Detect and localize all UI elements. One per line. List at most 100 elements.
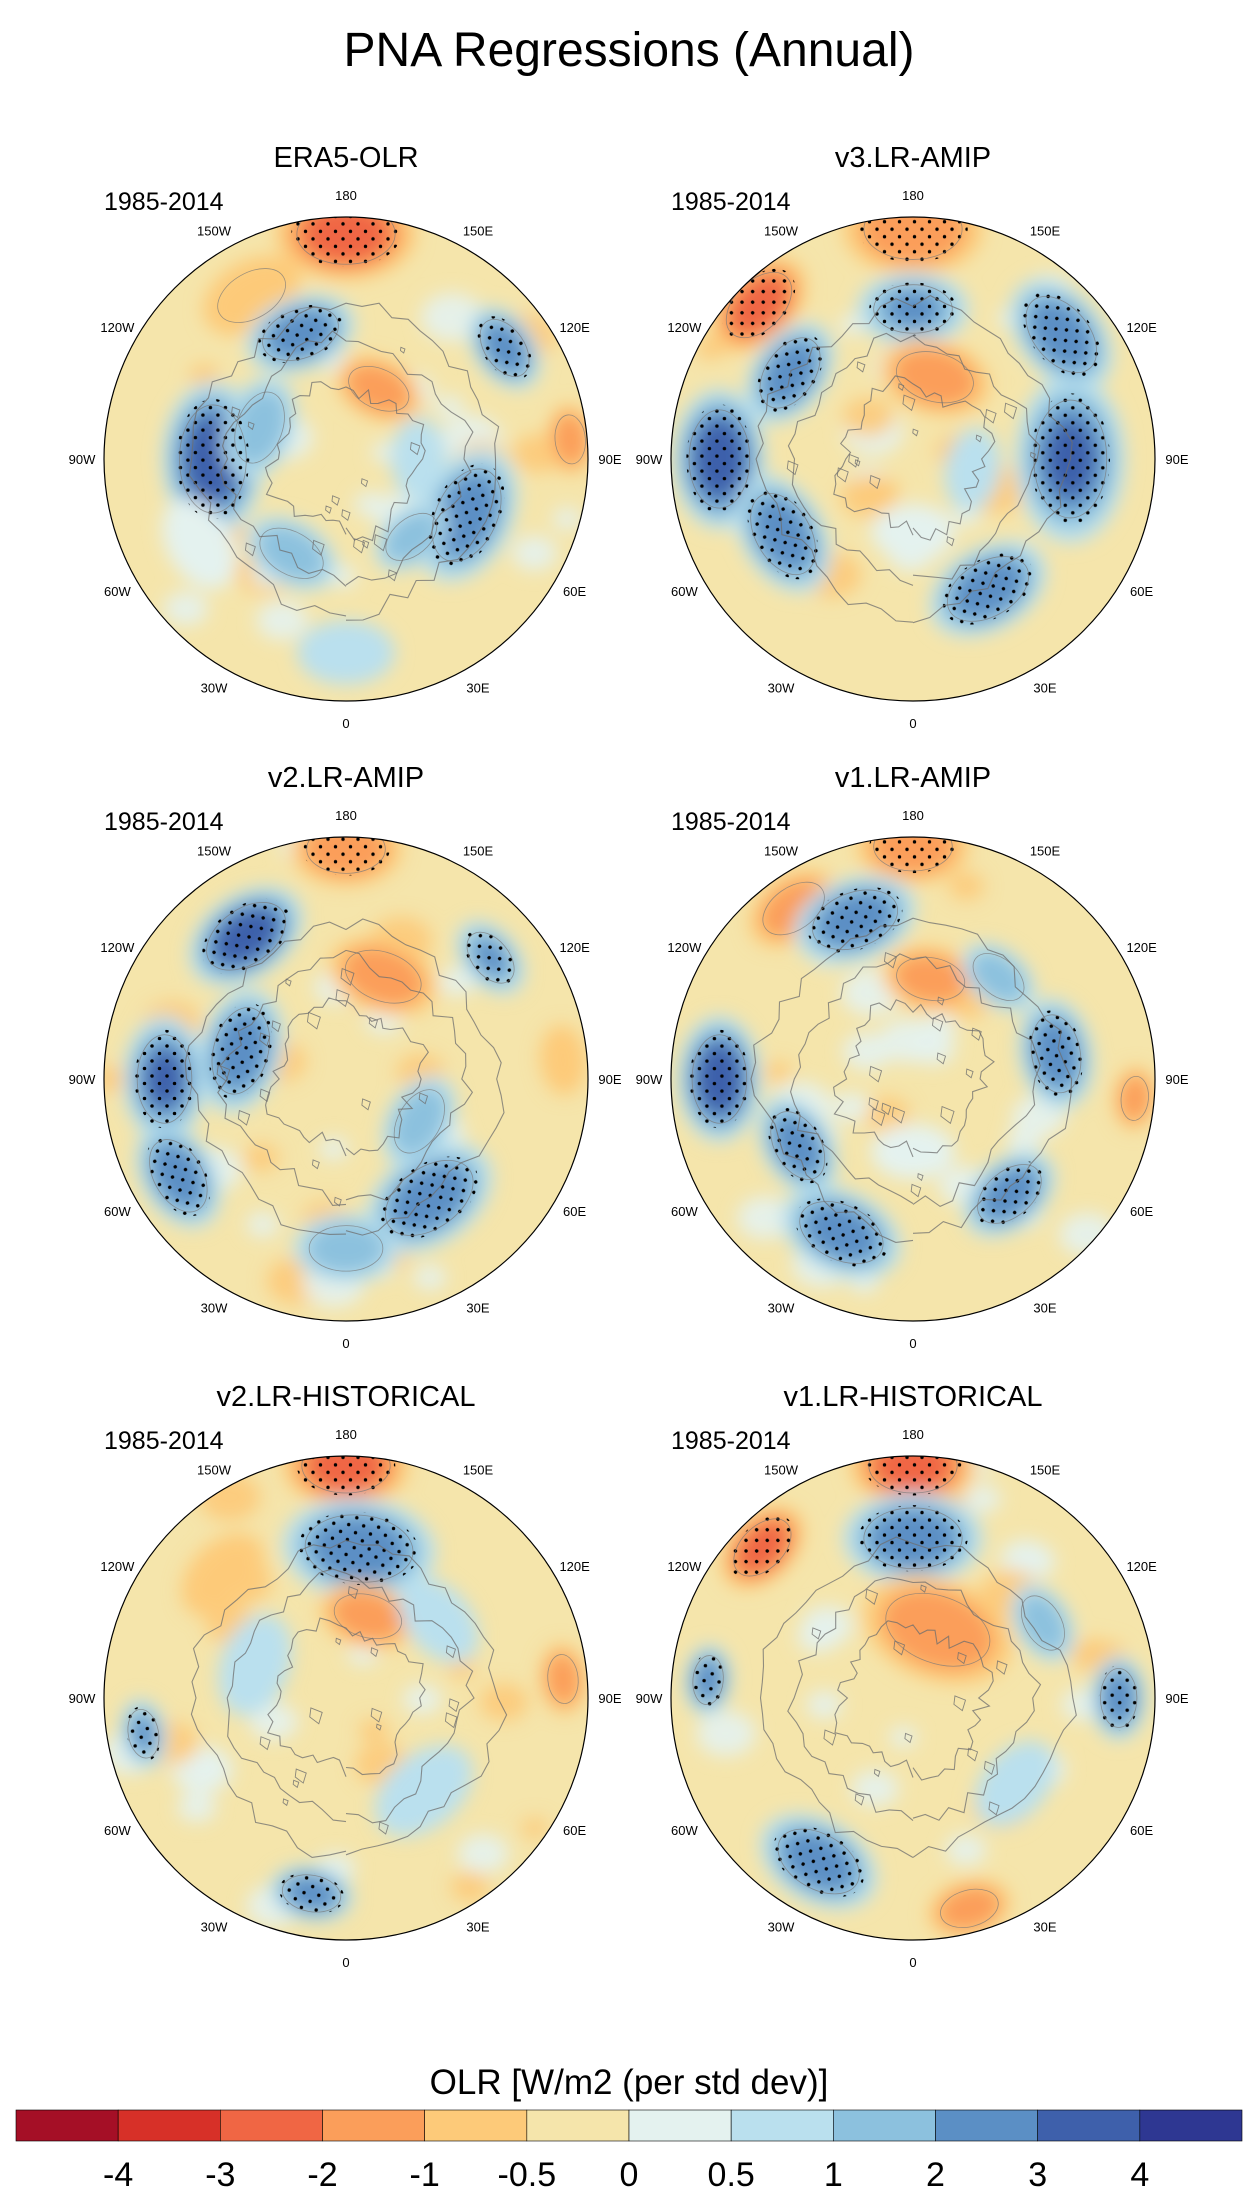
longitude-label: 180 [335,1427,357,1442]
longitude-label: 120E [559,1559,590,1574]
island-outline [334,1196,342,1207]
longitude-label: 90E [1165,1072,1188,1087]
contour [554,414,586,465]
anomaly-blob [413,1593,464,1648]
panel-period: 1985-2014 [104,1427,224,1455]
colorbar-tick-label: -0.5 [498,2156,557,2194]
island-outline [445,1645,457,1659]
field-speckle [198,1473,261,1521]
longitude-label: 90E [1165,1691,1188,1706]
anomaly-blob [900,1602,976,1657]
field-speckle [246,1211,280,1238]
map-boundary [103,836,589,1322]
island-outline [306,1011,321,1030]
field-speckle [801,1605,854,1646]
map-boundary [670,216,1156,702]
island-outline [904,1732,913,1744]
panel-title: v1.LR-AMIP [835,762,991,794]
island-outline [312,539,325,556]
island-outline [996,1660,1008,1675]
island-outline [259,1736,271,1751]
contour [750,492,816,576]
longitude-label: 150E [463,1462,494,1477]
longitude-label: 120W [667,940,702,955]
field-speckle [354,491,387,517]
contour [206,902,286,971]
colorbar-tick-label: 0 [620,2156,639,2194]
anomaly-blob [162,498,237,590]
longitude-label: 180 [335,808,357,823]
island-outline [917,1173,924,1182]
stipple-region [730,1515,795,1580]
anomaly-blob [196,1548,249,1601]
island-outline [871,1108,886,1127]
field-speckle [479,1683,529,1721]
stipple-region [689,1029,750,1129]
stipple-region [258,304,343,363]
field-speckle [420,293,484,342]
colorbar-box [1037,2109,1141,2142]
contour [547,1654,579,1704]
island-outline [902,394,916,412]
contour [812,889,899,951]
longitude-label: 120E [559,320,590,335]
anomaly-blob [1027,1603,1059,1643]
island-outline [285,978,292,987]
contour [348,366,410,412]
longitude-label: 0 [909,1336,916,1351]
contour [977,1164,1042,1224]
island-outline [294,1768,307,1784]
island-outline [399,346,406,354]
anomaly-blob [907,357,963,397]
longitude-label: 30E [1033,1301,1056,1316]
island-outline [1030,451,1036,460]
coastline [188,302,500,621]
contour [873,837,953,872]
longitude-label: 90E [598,1072,621,1087]
longitude-label: 60E [1130,1823,1153,1838]
olr-field [671,837,1155,1321]
longitude-label: 60W [671,1204,698,1219]
coastline [266,1617,426,1777]
island-outline [868,1097,879,1111]
island-outline [376,1723,382,1731]
anomaly-blob [315,632,377,673]
coastline [759,1536,1077,1858]
longitude-label: 120W [100,940,135,955]
contour [431,468,502,562]
longitude-label: 90E [598,1691,621,1706]
map-boundary [670,1455,1156,1941]
island-outline [983,1760,995,1775]
contour [691,1034,748,1124]
stipple-region [126,1706,161,1761]
significance-stippling [689,837,1084,1267]
longitude-label: 60E [563,1204,586,1219]
contour [306,837,386,874]
contour [127,1708,160,1759]
field-speckle [457,1833,509,1874]
coastline [220,330,474,587]
colorbar-tick-label: 2 [926,2156,945,2194]
contour [393,1089,445,1154]
longitude-label: 30E [466,1920,489,1935]
contour [885,1592,991,1667]
coastline [787,332,1041,586]
island-outline [988,1801,1000,1816]
anomaly-blob [906,962,956,996]
longitude-label: 60E [563,584,586,599]
contour [863,1507,963,1570]
stipple-region [464,929,517,986]
contour-lines [179,217,586,579]
field-speckle [764,1061,792,1083]
island-outline [873,1768,881,1778]
field-speckle [256,600,308,641]
colorbar-box [833,2109,936,2142]
longitude-label: 0 [342,716,349,731]
field-speckle [1000,1539,1051,1579]
field-speckle [186,1752,227,1784]
contour [896,351,974,404]
longitude-label: 30W [768,1301,795,1316]
stipple-region [858,217,968,263]
contour [304,1514,414,1583]
stipple-region [974,1161,1045,1227]
